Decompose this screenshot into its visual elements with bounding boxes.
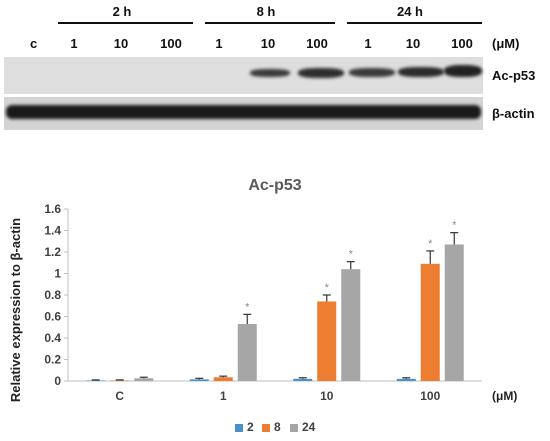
legend-swatch bbox=[290, 423, 298, 432]
ac-p53-bar-chart: Ac-p53 0 0.2 0.4 0.6 0.8 1 1.2 1.4 1.6 Relative ex… bbox=[8, 177, 517, 403]
bar-8-C bbox=[110, 380, 130, 381]
y-tick-label: 1.6 bbox=[44, 202, 61, 216]
lane-label: 10 bbox=[113, 36, 129, 51]
x-tick-label: 1 bbox=[220, 389, 227, 403]
y-tick-label: 0.2 bbox=[44, 353, 61, 367]
x-tick-label: C bbox=[115, 389, 124, 403]
significance-marker: * bbox=[428, 238, 433, 250]
blot-band bbox=[349, 68, 395, 77]
y-tick-label: 1 bbox=[54, 267, 61, 281]
y-tick-label: 0.6 bbox=[44, 310, 61, 324]
x-tick-label: 100 bbox=[420, 389, 440, 403]
beta-actin-blot-strip bbox=[4, 97, 483, 130]
blot-panel: c 2 h 8 h 24 h 1 10 100 1 10 100 1 10 10… bbox=[0, 0, 550, 135]
ac-p53-row-label: Ac-p53 bbox=[492, 68, 536, 83]
legend-swatch bbox=[262, 423, 270, 432]
bar-2-1 bbox=[189, 379, 209, 381]
legend-swatch bbox=[235, 423, 243, 432]
lane-label: 100 bbox=[306, 36, 328, 51]
x-axis-unit-label: (μM) bbox=[492, 389, 517, 403]
blot-band bbox=[298, 68, 344, 78]
chart-title: Ac-p53 bbox=[248, 177, 301, 194]
bar-2-100 bbox=[396, 378, 416, 381]
y-axis-label: Relative expression to β-actin bbox=[8, 218, 23, 402]
y-tick-label: 0 bbox=[54, 374, 61, 388]
timepoint-bar-24h bbox=[347, 22, 482, 24]
bar-24-100 bbox=[444, 244, 464, 381]
legend-item-24: 24 bbox=[290, 420, 315, 434]
x-tick-label: 10 bbox=[320, 389, 334, 403]
blot-band bbox=[250, 69, 290, 77]
legend-label: 24 bbox=[302, 420, 316, 434]
lane-label: 10 bbox=[260, 36, 276, 51]
lane-label: 1 bbox=[364, 36, 372, 51]
blot-band bbox=[398, 67, 444, 77]
significance-marker: * bbox=[325, 282, 330, 294]
bar-2-10 bbox=[293, 378, 313, 381]
bar-24-C bbox=[134, 378, 154, 381]
bar-24-1 bbox=[237, 324, 257, 381]
legend-item-8: 8 bbox=[262, 420, 281, 434]
bar-8-10 bbox=[317, 301, 337, 381]
bar-8-1 bbox=[213, 377, 233, 381]
lane-label: 100 bbox=[160, 36, 182, 51]
legend-item-2: 2 bbox=[235, 420, 254, 434]
lane-label: 1 bbox=[215, 36, 223, 51]
lane-label: 1 bbox=[70, 36, 78, 51]
timepoint-label-24h: 24 h bbox=[396, 4, 423, 19]
unit-label: (μM) bbox=[492, 36, 520, 51]
bar-8-100 bbox=[420, 263, 440, 381]
significance-marker: * bbox=[245, 301, 250, 313]
blot-band bbox=[444, 65, 482, 77]
timepoint-label-2h: 2 h bbox=[112, 4, 132, 19]
significance-marker: * bbox=[452, 220, 457, 232]
blot-band bbox=[6, 105, 481, 119]
y-tick-label: 0.8 bbox=[44, 288, 61, 302]
y-tick-label: 0.4 bbox=[44, 331, 61, 345]
timepoint-bar-8h bbox=[205, 22, 335, 24]
ac-p53-blot-strip bbox=[4, 57, 483, 94]
control-lane-label: c bbox=[30, 36, 38, 51]
lane-label: 10 bbox=[405, 36, 421, 51]
significance-marker: * bbox=[349, 249, 354, 261]
legend-label: 2 bbox=[247, 420, 254, 434]
timepoint-bar-2h bbox=[58, 22, 193, 24]
bar-24-10 bbox=[341, 269, 361, 381]
legend-label: 8 bbox=[274, 420, 281, 434]
lane-label: 100 bbox=[451, 36, 473, 51]
beta-actin-row-label: β-actin bbox=[492, 106, 535, 121]
timepoint-label-8h: 8 h bbox=[256, 4, 276, 19]
y-tick-label: 1.2 bbox=[44, 245, 61, 259]
bar-2-C bbox=[86, 380, 106, 381]
y-tick-label: 1.4 bbox=[44, 224, 61, 238]
